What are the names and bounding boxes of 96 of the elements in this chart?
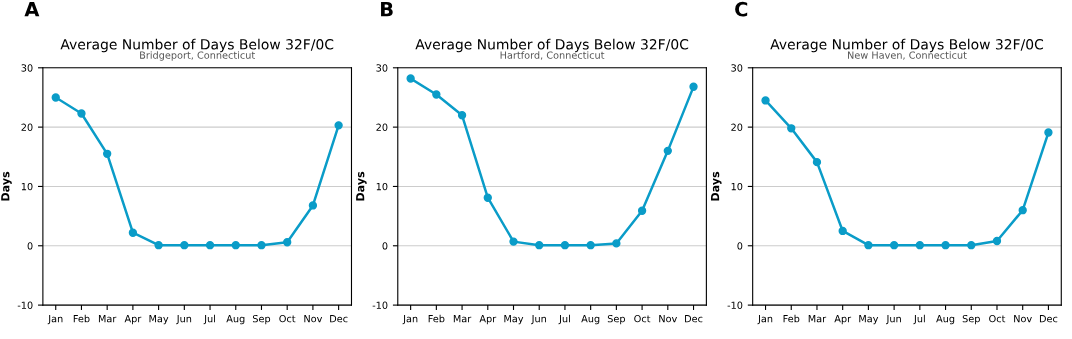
point	[689, 82, 698, 91]
point	[103, 149, 112, 158]
x-tick-label: Apr	[124, 315, 142, 325]
point	[787, 124, 796, 133]
text: A	[24, 2, 40, 17]
point	[51, 93, 60, 102]
point	[637, 206, 647, 215]
chart-subtitle: Bridgeport, Connecticut	[140, 51, 255, 61]
point	[334, 121, 343, 130]
x-tick-label: Dec	[330, 315, 348, 323]
x-tick-label: May	[859, 315, 879, 325]
x-tick-label: Aug	[581, 315, 600, 325]
x-tick-label: Mar	[98, 315, 117, 323]
point	[761, 96, 770, 105]
point	[1018, 206, 1027, 215]
point	[864, 241, 873, 250]
chart-subtitle: Hartford, Connecticut	[500, 51, 605, 60]
y-tick-label: 20	[376, 123, 388, 131]
point	[941, 241, 950, 250]
point	[915, 241, 925, 250]
chart-subtitle: New Haven, Connecticut	[848, 51, 967, 60]
point	[535, 241, 544, 250]
y-tick-label: 0	[27, 242, 33, 250]
x-tick-label: Dec	[1039, 315, 1058, 323]
point	[283, 238, 292, 247]
x-tick-label: Sep	[252, 314, 271, 325]
text: C	[735, 1, 748, 17]
x-tick-label: Jun	[176, 315, 192, 325]
x-tick-label: Nov	[1014, 315, 1032, 323]
y-tick-label: 10	[21, 182, 33, 191]
point	[663, 146, 672, 156]
x-tick-label: Jan	[47, 315, 63, 325]
x-tick-label: Jul	[203, 314, 215, 325]
point	[509, 237, 518, 246]
y-axis-title: Days	[711, 171, 722, 201]
x-tick-label: Sep	[607, 314, 625, 325]
y-tick-label: 10	[731, 182, 743, 191]
x-tick-label: Dec	[685, 315, 703, 323]
x-tick-label: Jan	[757, 315, 773, 325]
y-tick-label: 10	[376, 182, 388, 191]
point	[483, 193, 492, 202]
x-tick-label: Apr	[479, 315, 497, 325]
point	[838, 226, 847, 236]
x-tick-label: Mar	[453, 315, 472, 323]
point	[992, 236, 1002, 246]
x-tick-label: Nov	[659, 315, 677, 323]
x-tick-label: Sep	[962, 314, 980, 325]
point	[612, 239, 621, 248]
point	[205, 241, 215, 250]
y-axis-title: Days	[356, 171, 367, 201]
text: B	[381, 2, 393, 17]
x-tick-label: Jan	[402, 315, 418, 325]
point	[1044, 128, 1053, 137]
x-tick-label: May	[149, 315, 169, 325]
x-tick-label: Jun	[886, 315, 901, 325]
y-tick-label: 30	[731, 64, 743, 72]
y-tick-label: 30	[376, 64, 388, 72]
y-tick-label: 0	[382, 242, 388, 250]
point	[889, 241, 899, 250]
point	[586, 241, 595, 250]
x-tick-label: Feb	[428, 314, 445, 323]
point	[432, 90, 441, 99]
y-tick-label: 20	[21, 123, 33, 131]
x-tick-label: Jul	[558, 314, 570, 325]
x-tick-label: Feb	[73, 314, 90, 323]
point	[154, 241, 163, 250]
x-tick-label: Apr	[834, 315, 852, 325]
x-tick-label: Nov	[304, 315, 323, 323]
point	[457, 111, 467, 120]
point	[560, 241, 570, 250]
point	[77, 109, 86, 118]
x-tick-label: Jun	[531, 315, 546, 325]
y-tick-label: 30	[21, 64, 33, 72]
y-tick-label: -10	[17, 301, 33, 309]
x-tick-label: Mar	[808, 315, 827, 323]
point	[406, 74, 415, 83]
x-tick-label: May	[504, 315, 524, 325]
x-tick-label: Oct	[279, 314, 296, 323]
x-tick-label: Aug	[226, 315, 245, 325]
y-tick-label: -10	[727, 301, 743, 309]
point	[257, 241, 266, 250]
point	[967, 241, 976, 250]
x-tick-label: Oct	[634, 314, 651, 323]
point	[231, 241, 240, 250]
x-tick-label: Feb	[783, 314, 800, 323]
y-tick-label: -10	[372, 301, 388, 309]
point	[812, 157, 822, 167]
point	[308, 201, 318, 210]
point	[128, 228, 138, 237]
y-axis-title: Days	[1, 171, 12, 201]
x-tick-label: Oct	[989, 314, 1006, 323]
y-tick-label: 20	[731, 123, 743, 131]
x-tick-label: Jul	[913, 314, 925, 325]
x-tick-label: Aug	[936, 315, 955, 325]
y-tick-label: 0	[737, 242, 743, 250]
point	[180, 241, 189, 250]
